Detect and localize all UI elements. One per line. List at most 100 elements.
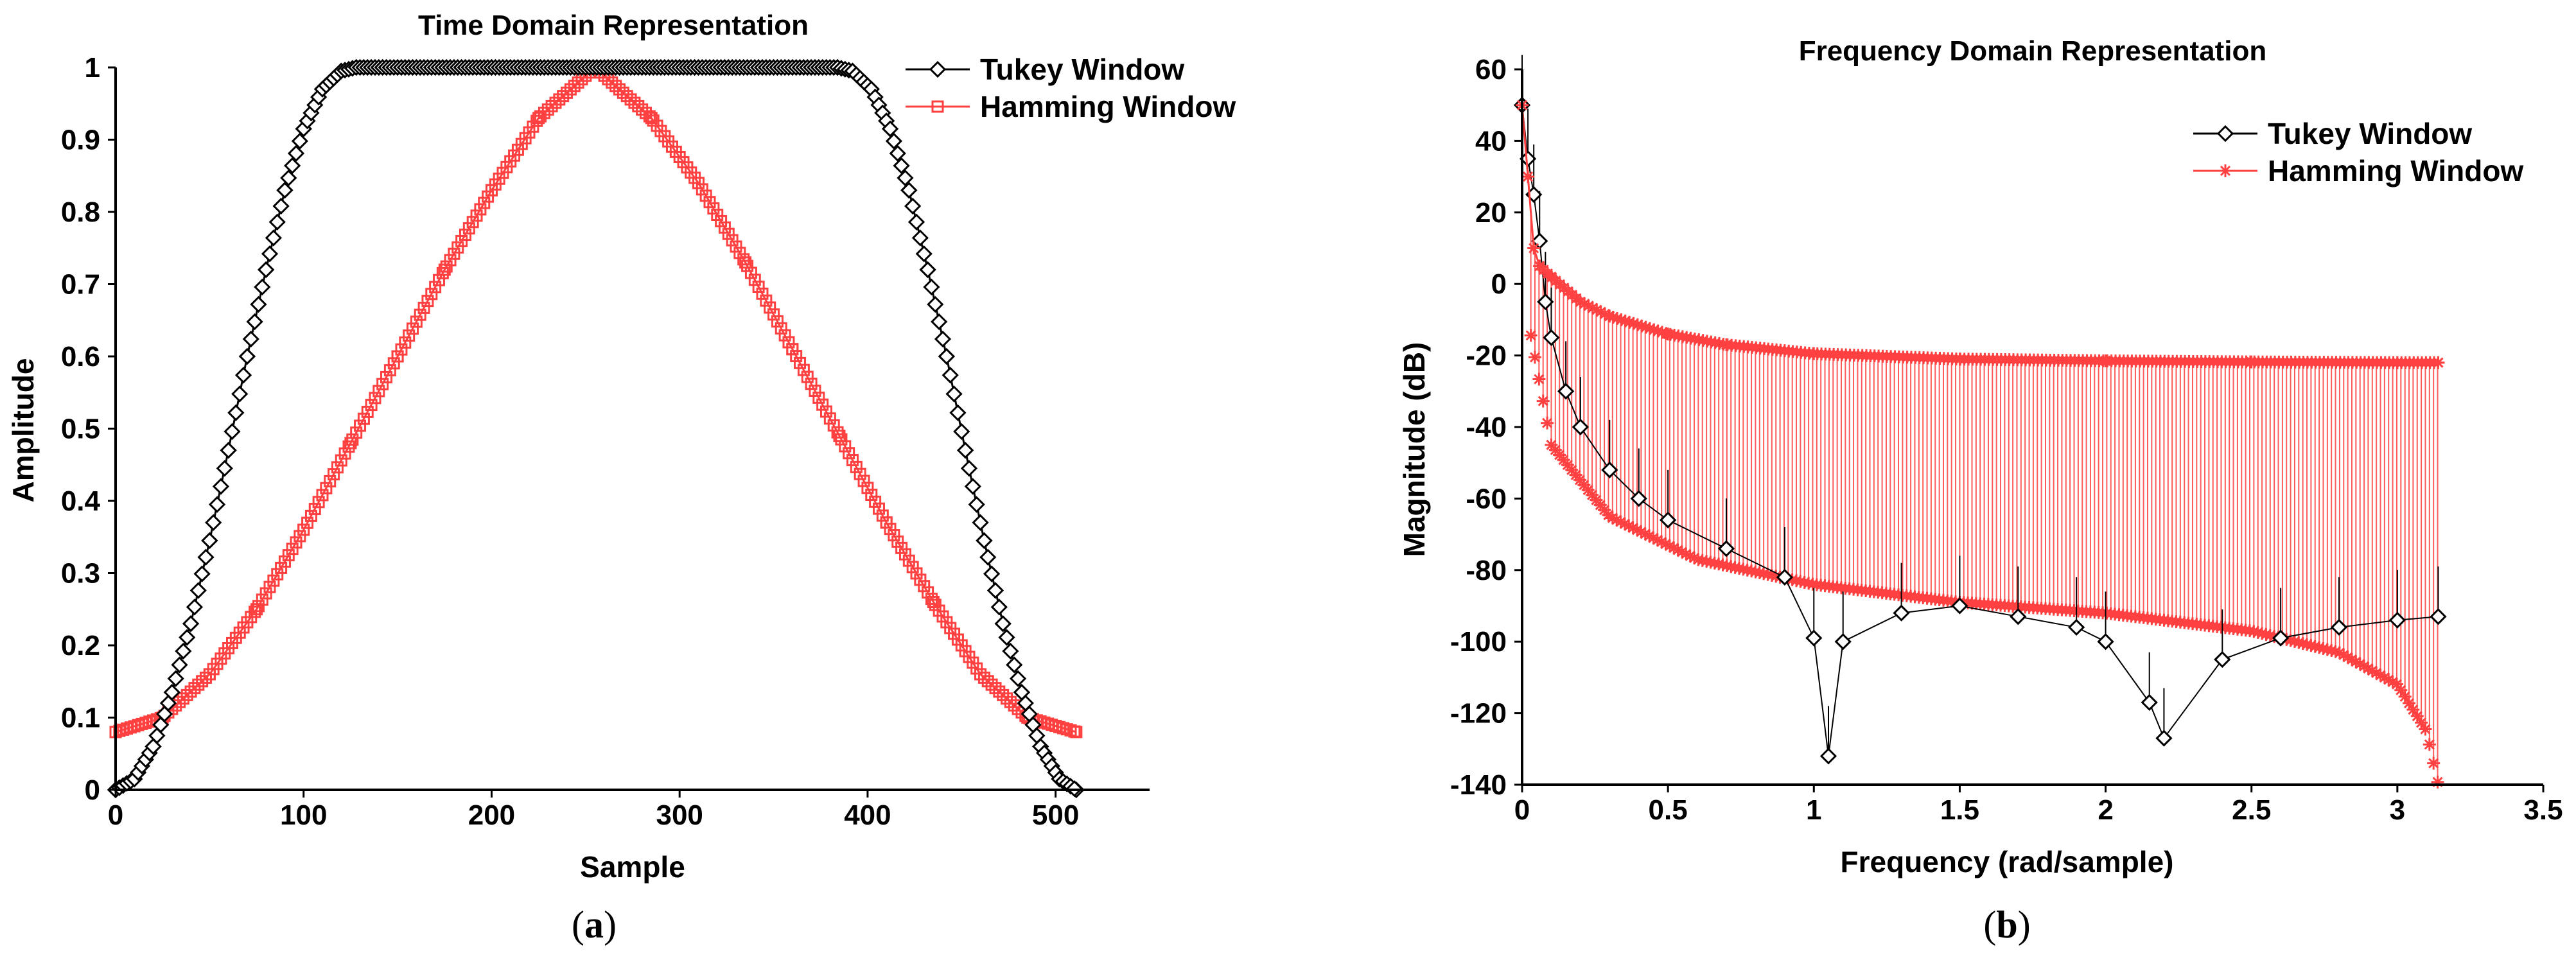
time-domain-sample-marker — [927, 295, 944, 313]
frequency-domain-y-tick-label: -60 — [1466, 483, 1507, 514]
time-domain-sample-marker — [234, 367, 252, 384]
time-domain-sample-marker — [212, 478, 230, 495]
time-domain-sample-marker — [184, 685, 197, 698]
time-domain-sample-marker — [854, 467, 866, 480]
time-domain-sample-marker — [272, 197, 290, 215]
time-domain-sample-marker — [261, 245, 279, 263]
time-domain-sample-marker — [324, 475, 337, 487]
time-domain-sample-marker — [451, 241, 464, 254]
time-domain-sample-marker — [338, 447, 351, 460]
frequency-domain-envelope-marker — [2406, 703, 2420, 717]
time-domain-sample-marker — [459, 229, 471, 241]
time-domain-sample-marker — [280, 170, 297, 187]
time-domain-sample-marker — [805, 378, 818, 390]
time-domain-sample-marker — [718, 221, 731, 234]
time-domain-sample-marker — [990, 598, 1008, 616]
time-domain-sample-marker — [722, 227, 735, 240]
time-domain-sample-marker — [328, 468, 340, 481]
time-domain-sample-marker — [282, 549, 295, 562]
frequency-domain-y-tick-label: -100 — [1450, 626, 1507, 658]
time-domain-sample-marker — [914, 573, 927, 586]
frequency-domain-legend-entry-tukey-window: Tukey Window — [2193, 117, 2472, 150]
frequency-domain-point-tukey-window — [2068, 618, 2085, 636]
time-domain-sample-marker — [482, 190, 495, 203]
time-domain-sample-marker — [301, 516, 314, 529]
time-domain-sample-marker — [893, 157, 910, 175]
time-domain-sample-marker — [696, 183, 708, 196]
time-domain-sample-marker — [945, 385, 963, 403]
time-domain-sample-marker — [200, 671, 213, 684]
time-domain-sample-marker — [561, 86, 574, 99]
time-domain-sample-marker — [448, 247, 460, 260]
time-domain-legend-marker — [931, 100, 944, 113]
time-domain-sample-marker — [707, 202, 720, 215]
time-domain-sample-marker — [263, 580, 276, 593]
time-domain-sample-marker — [545, 100, 558, 112]
time-domain-sample-marker — [816, 398, 829, 411]
time-domain-sample-marker — [865, 489, 878, 502]
time-domain-sample-marker — [1049, 719, 1062, 732]
time-domain-sample-marker — [942, 367, 959, 384]
time-domain-y-tick-label: 0.9 — [61, 125, 100, 156]
time-domain-sample-marker — [163, 684, 180, 701]
frequency-domain-point-tukey-window — [1557, 383, 1575, 400]
time-domain-sample-marker — [938, 347, 955, 365]
time-domain-sample-marker — [284, 157, 301, 175]
time-domain-sample-marker — [429, 281, 442, 293]
time-domain-sample-marker — [613, 83, 626, 96]
time-domain-sample-marker — [220, 442, 237, 459]
time-domain-sample-marker — [297, 523, 310, 536]
time-domain-sample-marker — [291, 132, 308, 150]
time-domain-sample-marker — [711, 209, 724, 221]
time-domain-sample-marker — [294, 530, 306, 543]
time-domain-sample-marker — [974, 668, 987, 681]
time-domain-sample-marker — [968, 496, 985, 513]
time-domain-sample-marker — [193, 565, 211, 582]
time-domain-sample-marker — [175, 642, 192, 660]
time-domain-sample-marker — [275, 561, 288, 574]
time-domain-sample-marker — [972, 514, 989, 531]
time-domain-sample-marker — [208, 496, 226, 513]
time-domain-sample-marker — [113, 724, 126, 737]
time-domain-sample-marker — [888, 529, 900, 542]
frequency-domain-envelope-marker — [1532, 372, 1546, 386]
time-domain-sample-marker — [177, 692, 189, 705]
time-domain-title: Time Domain Representation — [418, 10, 809, 41]
time-domain-x-label: Sample — [580, 850, 685, 884]
time-domain-sample-marker — [192, 678, 205, 691]
time-domain-sample-marker — [407, 322, 419, 335]
frequency-domain-envelope-marker — [1536, 394, 1550, 408]
time-domain-sample-marker — [843, 447, 855, 460]
caption-a: (a) — [572, 903, 617, 946]
time-domain-sample-marker — [124, 721, 137, 734]
caption-b: (b) — [1983, 903, 2030, 946]
time-domain-y-tick-label: 1 — [85, 52, 100, 83]
time-domain-sample-marker — [741, 259, 754, 272]
time-domain-y-label: Amplitude — [6, 358, 40, 503]
time-domain-sample-marker — [1006, 656, 1023, 674]
frequency-domain-legend-label: Hamming Window — [2268, 154, 2523, 188]
time-domain-sample-marker — [809, 385, 821, 397]
time-domain-sample-marker — [436, 266, 449, 279]
time-domain-sample-marker — [432, 274, 445, 286]
frequency-domain-y-tick-label: 0 — [1491, 268, 1507, 300]
time-domain-sample-marker — [354, 419, 367, 432]
frequency-domain-x-tick-label: 1 — [1806, 794, 1821, 826]
time-domain-sample-marker — [188, 682, 201, 695]
time-domain-sample-marker — [470, 209, 483, 222]
time-domain-sample-marker — [1004, 695, 1017, 708]
time-domain-sample-marker — [889, 144, 906, 162]
time-domain-sample-marker — [907, 213, 925, 231]
time-domain-sample-marker — [998, 629, 1015, 646]
time-domain-sample-marker — [320, 482, 333, 494]
frequency-domain-envelope-marker — [2431, 775, 2444, 789]
time-domain-sample-marker — [831, 426, 844, 439]
time-domain-sample-marker — [617, 86, 629, 99]
time-domain-sample-marker — [361, 405, 374, 418]
time-domain-sample-marker — [223, 423, 241, 441]
time-domain-x-tick-label: 100 — [280, 799, 327, 831]
time-domain-sample-marker — [421, 295, 434, 308]
frequency-domain-envelope-marker — [2423, 738, 2436, 751]
time-domain-y-tick-label: 0.5 — [61, 414, 100, 445]
frequency-domain-point-tukey-window — [1819, 747, 1837, 765]
